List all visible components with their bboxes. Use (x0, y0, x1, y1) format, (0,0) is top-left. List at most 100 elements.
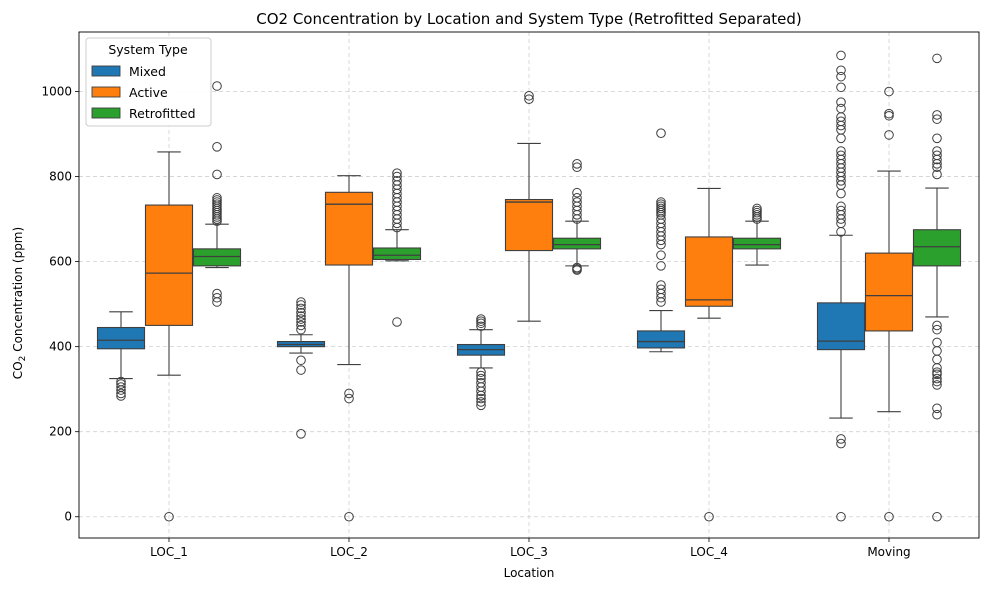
outlier-point (296, 314, 306, 324)
outlier-point (296, 324, 306, 335)
box-active-moving (864, 86, 914, 522)
legend-items: Mixed Active Retrofitted (91, 64, 196, 121)
y-axis-label-pre: CO (11, 361, 25, 379)
box-retrofitted-loc_3 (552, 159, 602, 275)
outlier-point (524, 94, 534, 104)
outlier-point (524, 90, 534, 101)
outlier-point (116, 391, 126, 401)
outlier-point (836, 133, 846, 144)
outlier-point (836, 103, 846, 114)
outlier-point (116, 385, 126, 395)
outlier-point (836, 201, 846, 212)
outlier-point (932, 133, 942, 144)
outlier-point (392, 317, 402, 327)
box-mixed-moving (816, 50, 866, 522)
legend-title: System Type (108, 42, 188, 57)
box-iqr (324, 191, 374, 266)
outlier-point (116, 388, 126, 399)
outlier-point (836, 188, 846, 199)
outlier-point (296, 297, 306, 307)
outlier-point (572, 159, 582, 169)
outlier-point (296, 303, 306, 314)
y-tick-label: 0 (64, 510, 72, 524)
outlier-point (296, 317, 306, 327)
box-iqr (504, 198, 554, 252)
outlier-point (884, 108, 894, 119)
box-mixed-loc_3 (456, 314, 506, 411)
outlier-point (932, 162, 942, 173)
outlier-point (932, 53, 942, 64)
outlier-point (836, 116, 846, 127)
x-tick-label: Moving (867, 545, 910, 559)
y-tick-label: 200 (49, 425, 72, 439)
outlier-point (932, 324, 942, 335)
outlier-point (932, 150, 942, 161)
legend-label-active: Active (129, 85, 168, 100)
outlier-point (932, 367, 942, 377)
outlier-point (836, 50, 846, 61)
outlier-point (572, 197, 582, 207)
y-tick-label: 600 (49, 255, 72, 269)
box-retrofitted-loc_2 (372, 168, 422, 327)
outlier-point (932, 337, 942, 348)
outlier-point (476, 316, 486, 326)
outlier-point (572, 162, 582, 173)
outlier-point (836, 511, 846, 522)
outlier-point (296, 320, 306, 331)
outlier-point (932, 346, 942, 356)
outlier-point (344, 388, 354, 399)
chart-title: CO2 Concentration by Location and System… (256, 10, 802, 28)
box-active-loc_3 (504, 90, 554, 322)
legend-swatch-active (91, 86, 121, 98)
box-iqr (144, 204, 194, 326)
outlier-point (296, 300, 306, 310)
box-iqr (636, 330, 686, 349)
box-mixed-loc_1 (96, 311, 146, 401)
outlier-point (392, 176, 402, 186)
outlier-point (932, 373, 942, 384)
outlier-point (884, 130, 894, 140)
legend-label-retrofitted: Retrofitted (129, 106, 196, 121)
outlier-point (476, 400, 486, 411)
y-axis-label: CO2 Concentration (ppm) (11, 227, 28, 379)
outlier-point (656, 197, 666, 207)
outlier-point (392, 168, 402, 178)
outlier-point (836, 150, 846, 161)
outlier-point (836, 434, 846, 444)
outlier-point (932, 110, 942, 120)
outlier-point (476, 397, 486, 407)
x-axis-label: Location (504, 566, 555, 580)
box-active-loc_4 (684, 187, 734, 522)
y-tick-label: 1000 (41, 85, 72, 99)
outlier-point (212, 193, 222, 203)
outlier-point (476, 370, 486, 381)
y-axis-label-sub: 2 (18, 356, 28, 362)
outlier-point (836, 71, 846, 82)
outlier-point (836, 205, 846, 216)
x-tick-label: LOC_3 (510, 545, 548, 559)
outlier-point (836, 438, 846, 449)
outlier-point (656, 250, 666, 261)
box-active-loc_2 (324, 175, 374, 522)
outlier-point (932, 376, 942, 387)
box-iqr (192, 248, 242, 267)
y-axis-label-post: Concentration (ppm) (11, 227, 25, 356)
plot-frame (78, 31, 980, 539)
box-active-loc_1 (144, 151, 194, 522)
box-iqr (816, 302, 866, 351)
box-layer (96, 50, 962, 522)
outlier-point (932, 380, 942, 390)
outlier-point (344, 393, 354, 404)
y-tick-label: 400 (49, 340, 72, 354)
outlier-point (656, 280, 666, 290)
outlier-point (476, 393, 486, 404)
outlier-point (296, 429, 306, 439)
outlier-point (572, 187, 582, 198)
outlier-point (572, 262, 582, 273)
box-iqr (912, 229, 962, 267)
box-retrofitted-loc_4 (732, 203, 782, 266)
x-tick-label: LOC_1 (150, 545, 188, 559)
outlier-point (932, 169, 942, 180)
outlier-point (836, 65, 846, 76)
outlier-point (476, 367, 486, 377)
